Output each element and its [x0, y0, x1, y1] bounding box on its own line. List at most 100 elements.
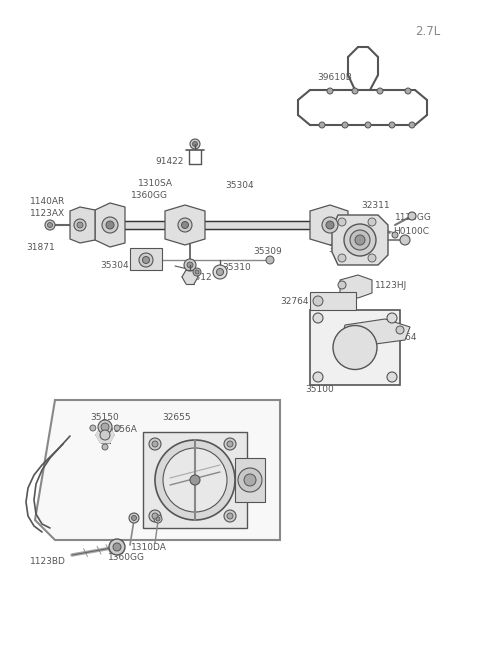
Text: 1360GG: 1360GG [131, 191, 168, 200]
Circle shape [224, 510, 236, 522]
Text: 32764: 32764 [388, 333, 417, 341]
Circle shape [342, 122, 348, 128]
Circle shape [102, 217, 118, 233]
Text: 35304: 35304 [100, 261, 129, 269]
Circle shape [90, 425, 96, 431]
Circle shape [405, 88, 411, 94]
Circle shape [338, 218, 346, 226]
Circle shape [387, 313, 397, 323]
Circle shape [48, 223, 52, 227]
Circle shape [216, 269, 224, 276]
Text: 1123AX: 1123AX [30, 210, 65, 219]
Polygon shape [310, 205, 348, 245]
Circle shape [350, 230, 370, 250]
Circle shape [190, 475, 200, 485]
Text: 2.7L: 2.7L [415, 25, 440, 38]
Text: 1123BD: 1123BD [30, 557, 66, 567]
Text: 31871: 31871 [26, 242, 55, 252]
Circle shape [106, 221, 114, 229]
Circle shape [396, 326, 404, 334]
Circle shape [192, 141, 197, 147]
Circle shape [408, 212, 416, 220]
Circle shape [227, 441, 233, 447]
Circle shape [213, 265, 227, 279]
Text: 39610B: 39610B [317, 73, 352, 81]
Text: 91422: 91422 [155, 157, 183, 166]
Text: 1123HJ: 1123HJ [375, 280, 407, 290]
Text: 32764: 32764 [280, 297, 309, 305]
Circle shape [132, 515, 136, 521]
Circle shape [195, 270, 199, 274]
Circle shape [149, 510, 161, 522]
Circle shape [227, 513, 233, 519]
Circle shape [143, 257, 149, 263]
Text: 35156A: 35156A [102, 424, 137, 434]
Circle shape [77, 222, 83, 228]
Circle shape [109, 539, 125, 555]
Text: 1123GG: 1123GG [395, 214, 432, 223]
Circle shape [368, 254, 376, 262]
Circle shape [327, 88, 333, 94]
Circle shape [313, 372, 323, 382]
Polygon shape [332, 215, 388, 265]
Text: 1310SA: 1310SA [138, 179, 173, 187]
Circle shape [190, 139, 200, 149]
Circle shape [154, 515, 162, 523]
Circle shape [224, 438, 236, 450]
Circle shape [333, 326, 377, 369]
Polygon shape [342, 319, 410, 345]
Circle shape [338, 254, 346, 262]
Circle shape [114, 425, 120, 431]
Circle shape [387, 372, 397, 382]
Bar [310, 310, 400, 385]
Text: 32655: 32655 [162, 413, 191, 422]
Circle shape [352, 88, 358, 94]
Circle shape [74, 219, 86, 231]
Text: 35312: 35312 [183, 274, 212, 282]
Circle shape [238, 468, 262, 492]
Circle shape [155, 440, 235, 520]
Text: 35100: 35100 [305, 386, 334, 394]
Text: 35309: 35309 [253, 248, 282, 257]
Text: 1123HG: 1123HG [332, 316, 369, 324]
Circle shape [244, 474, 256, 486]
Circle shape [152, 441, 158, 447]
Text: 35304: 35304 [225, 181, 253, 189]
Text: 1360GG: 1360GG [108, 553, 145, 563]
Circle shape [409, 122, 415, 128]
Text: 35101: 35101 [322, 299, 351, 307]
Circle shape [156, 517, 160, 521]
Circle shape [344, 224, 376, 256]
Circle shape [377, 88, 383, 94]
Text: H0100C: H0100C [393, 227, 429, 236]
Circle shape [102, 444, 108, 450]
Circle shape [319, 122, 325, 128]
Polygon shape [96, 427, 114, 443]
Circle shape [163, 448, 227, 512]
Bar [235, 458, 265, 502]
Circle shape [392, 232, 398, 238]
Circle shape [313, 313, 323, 323]
Circle shape [98, 420, 112, 434]
Circle shape [338, 281, 346, 289]
Circle shape [187, 262, 193, 268]
Polygon shape [70, 207, 95, 243]
Circle shape [365, 122, 371, 128]
Circle shape [368, 218, 376, 226]
Circle shape [149, 438, 161, 450]
Circle shape [193, 268, 201, 276]
Circle shape [45, 220, 55, 230]
Circle shape [178, 218, 192, 232]
Circle shape [322, 217, 338, 233]
Text: 32311: 32311 [361, 202, 390, 210]
Polygon shape [95, 203, 125, 247]
Circle shape [181, 221, 189, 229]
Polygon shape [182, 270, 198, 284]
Polygon shape [35, 400, 280, 540]
Text: 35301: 35301 [328, 244, 357, 253]
Circle shape [266, 256, 274, 264]
Bar [130, 248, 162, 270]
Circle shape [389, 122, 395, 128]
Circle shape [355, 235, 365, 245]
Circle shape [139, 253, 153, 267]
